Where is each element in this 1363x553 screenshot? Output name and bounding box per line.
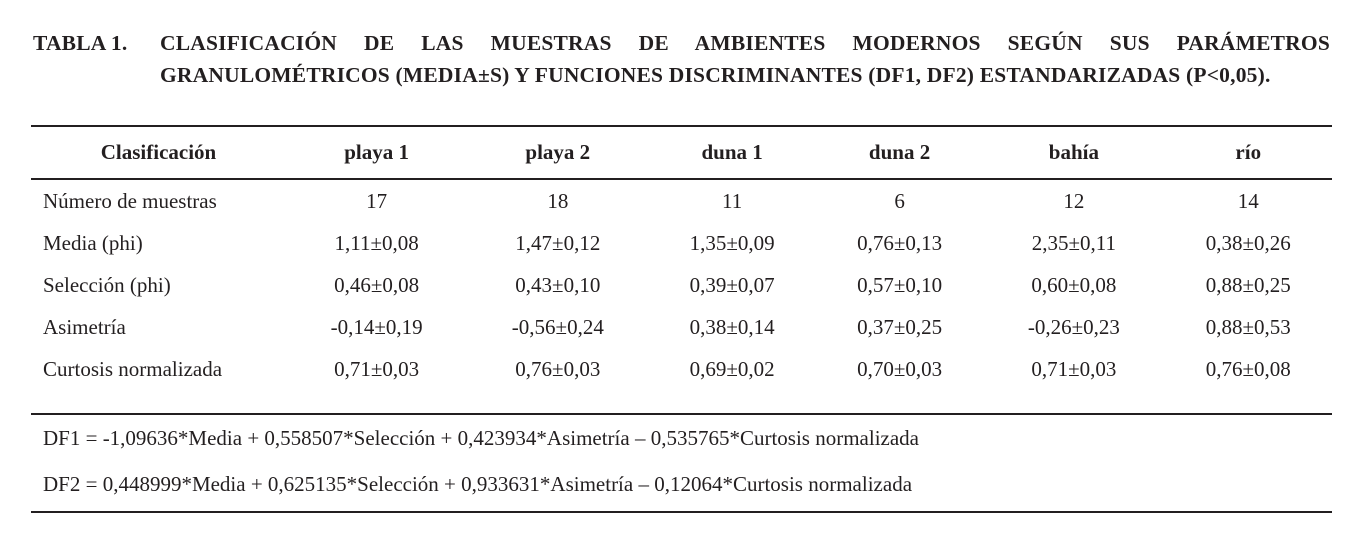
value-cell: 0,37±0,25 xyxy=(857,315,943,339)
table-header: Clasificación playa 1 playa 2 duna 1 dun… xyxy=(31,126,1332,180)
value-cell: 0,88±0,25 xyxy=(1205,273,1291,297)
value-cell: 0,69±0,02 xyxy=(689,357,775,381)
row-label: Media (phi) xyxy=(43,231,143,255)
table-row-numero-de-muestras: Número de muestras 17 18 11 6 12 14 xyxy=(31,179,1332,222)
value-cell: 0,71±0,03 xyxy=(1031,357,1117,381)
data-table: Clasificación playa 1 playa 2 duna 1 dun… xyxy=(31,125,1332,390)
value-cell: 0,71±0,03 xyxy=(334,357,420,381)
value-cell: 0,46±0,08 xyxy=(334,273,420,297)
value-cell: 0,88±0,53 xyxy=(1205,315,1291,339)
value-cell: -0,26±0,23 xyxy=(1027,315,1120,339)
value-cell: 11 xyxy=(722,189,743,213)
value-cell: 0,43±0,10 xyxy=(515,273,601,297)
table-caption: TABLA 1. CLASIFICACIÓN DE LAS MUESTRAS D… xyxy=(0,0,1363,91)
row-label: Curtosis normalizada xyxy=(43,357,223,381)
table-caption-text: CLASIFICACIÓN DE LAS MUESTRAS DE AMBIENT… xyxy=(160,31,1330,87)
column-header-duna-2: duna 2 xyxy=(815,126,984,180)
value-cell: 12 xyxy=(1063,189,1085,213)
column-header-playa-1: playa 1 xyxy=(285,126,468,180)
table-row-curtosis-normalizada: Curtosis normalizada 0,71±0,03 0,76±0,03… xyxy=(31,348,1332,390)
value-cell: 6 xyxy=(894,189,905,213)
value-cell: 1,35±0,09 xyxy=(689,231,775,255)
table-1-area: Clasificación playa 1 playa 2 duna 1 dun… xyxy=(31,125,1332,513)
value-cell: 1,11±0,08 xyxy=(334,231,419,255)
column-header-clasificacion: Clasificación xyxy=(31,126,286,180)
value-cell: 0,76±0,13 xyxy=(857,231,943,255)
value-cell: 0,76±0,08 xyxy=(1205,357,1291,381)
value-cell: -0,56±0,24 xyxy=(511,315,604,339)
value-cell: 17 xyxy=(366,189,388,213)
value-cell: 0,38±0,26 xyxy=(1205,231,1291,255)
table-row-media-phi: Media (phi) 1,11±0,08 1,47±0,12 1,35±0,0… xyxy=(31,222,1332,264)
value-cell: 18 xyxy=(547,189,569,213)
row-label: Selección (phi) xyxy=(43,273,171,297)
table-footnotes: DF1 = -1,09636*Media + 0,558507*Selecció… xyxy=(31,413,1332,513)
table-row-seleccion-phi: Selección (phi) 0,46±0,08 0,43±0,10 0,39… xyxy=(31,264,1332,306)
footnote-df1-equation: DF1 = -1,09636*Media + 0,558507*Selecció… xyxy=(43,426,920,450)
column-header-duna-1: duna 1 xyxy=(648,126,816,180)
row-label: Asimetría xyxy=(43,315,126,339)
value-cell: 0,38±0,14 xyxy=(689,315,775,339)
value-cell: -0,14±0,19 xyxy=(330,315,423,339)
footnote-df2-equation: DF2 = 0,448999*Media + 0,625135*Selecció… xyxy=(43,472,913,496)
table-body: Número de muestras 17 18 11 6 12 14 Medi… xyxy=(31,179,1332,390)
value-cell: 14 xyxy=(1237,189,1259,213)
value-cell: 1,47±0,12 xyxy=(515,231,601,255)
column-header-rio: río xyxy=(1164,126,1332,180)
value-cell: 0,76±0,03 xyxy=(515,357,601,381)
table-row-asimetria: Asimetría -0,14±0,19 -0,56±0,24 0,38±0,1… xyxy=(31,306,1332,348)
value-cell: 0,57±0,10 xyxy=(857,273,943,297)
column-header-bahia: bahía xyxy=(983,126,1165,180)
row-label: Número de muestras xyxy=(43,189,217,213)
value-cell: 0,60±0,08 xyxy=(1031,273,1117,297)
header-row: Clasificación playa 1 playa 2 duna 1 dun… xyxy=(31,126,1332,180)
value-cell: 2,35±0,11 xyxy=(1031,231,1117,255)
table-caption-number: TABLA 1. xyxy=(33,31,128,55)
value-cell: 0,39±0,07 xyxy=(689,273,775,297)
column-header-playa-2: playa 2 xyxy=(467,126,649,180)
value-cell: 0,70±0,03 xyxy=(857,357,943,381)
